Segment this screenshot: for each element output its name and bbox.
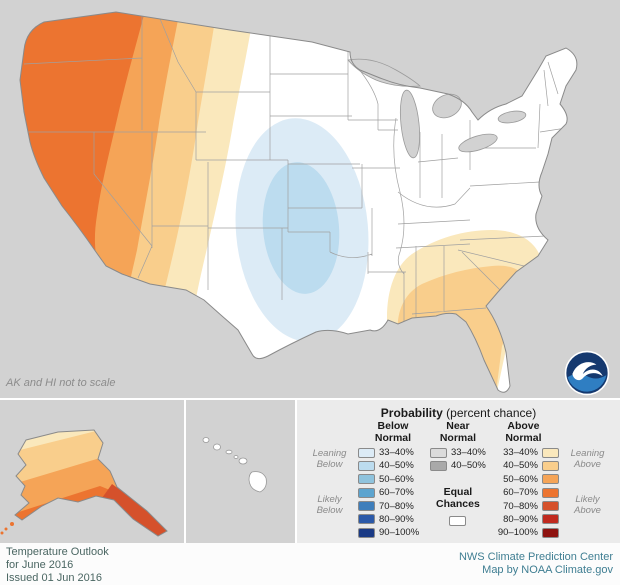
legend-near-column: Near Normal 33–40% 40–50% Equal Chances	[429, 420, 486, 541]
legend-title-bold: Probability	[380, 406, 443, 420]
legend-swatch	[358, 460, 375, 471]
legend-swatch-label: 90–100%	[497, 527, 538, 539]
legend-swatch	[358, 514, 375, 525]
noaa-logo-svg	[564, 350, 610, 396]
lake-erie	[458, 133, 498, 153]
legend-swatch	[358, 487, 375, 498]
legend-body: Below Normal Leaning Below Likely Below …	[305, 420, 612, 541]
state-borders	[23, 13, 567, 322]
equal-chances-swatch	[449, 515, 467, 526]
legend-row: 40–50%	[358, 460, 428, 471]
legend-row: 80–90%	[358, 514, 428, 525]
near-swatch-rows: 33–40% 40–50%	[429, 447, 486, 474]
legend-row: 50–60%	[488, 474, 559, 485]
legend-swatch	[429, 460, 447, 471]
credit-line: NWS Climate Prediction Center	[458, 551, 613, 563]
legend-row: 33–40%	[358, 447, 428, 458]
map-issued-line: Issued 01 Jun 2016	[6, 572, 103, 584]
alaska-inset	[0, 400, 184, 543]
noaa-logo-gull-icon	[572, 362, 603, 381]
legend-row: 90–100%	[358, 527, 428, 538]
legend-panel: Probability (percent chance) Below Norma…	[297, 400, 620, 543]
legend-row: 40–50%	[488, 460, 559, 471]
conus-map-area: AK and HI not to scale	[0, 0, 620, 398]
legend-swatch	[542, 501, 559, 512]
bottom-row: Probability (percent chance) Below Norma…	[0, 400, 620, 543]
noaa-logo	[564, 350, 610, 396]
legend-swatch-label: 33–40%	[450, 447, 486, 458]
aleutian-islands	[0, 522, 14, 535]
below-normal-header: Below Normal	[374, 420, 412, 444]
near-normal-header: Near Normal	[439, 420, 477, 444]
lake-michigan	[399, 89, 421, 159]
credit-block: NWS Climate Prediction Center Map by NOA…	[459, 551, 613, 577]
legend-swatch-label: 50–60%	[503, 473, 538, 485]
legend-swatch-label: 90–100%	[379, 527, 420, 539]
credit-line: Map by NOAA Climate.gov	[482, 564, 613, 576]
legend-swatch	[429, 447, 447, 458]
scale-note: AK and HI not to scale	[6, 377, 116, 389]
hawaiian-islands	[202, 437, 267, 493]
above-normal-header: Above Normal	[505, 420, 542, 444]
lake-ontario	[497, 110, 527, 124]
legend-title: Probability (percent chance)	[305, 406, 612, 420]
above-side-labels: Leaning Above Likely Above	[564, 447, 611, 541]
legend-swatch-label: 40–50%	[379, 460, 414, 472]
legend-swatch-label: 70–80%	[379, 500, 414, 512]
below-swatch-rows: 33–40% 40–50% 50–60% 60–70% 70–80% 80–90…	[358, 447, 428, 541]
legend-swatch	[358, 501, 375, 512]
leaning-below-label: Leaning Below	[312, 448, 347, 470]
likely-above-label: Likely Above	[574, 494, 601, 516]
legend-row: 40–50%	[429, 460, 486, 472]
legend-swatch-label: 60–70%	[503, 487, 538, 499]
lake-superior	[347, 58, 421, 87]
legend-swatch-label: 33–40%	[503, 447, 538, 458]
legend-title-rest: (percent chance)	[442, 406, 537, 420]
legend-swatch-label: 40–50%	[450, 460, 486, 472]
legend-above-column: Above Normal 33–40% 40–50% 50–60% 60–70%…	[488, 420, 611, 541]
conus-map-svg	[19, 11, 578, 393]
alaska-above-70-80-panhandle	[102, 484, 167, 536]
likely-below-label: Likely Below	[316, 494, 343, 516]
map-title-line: for June 2016	[6, 559, 74, 571]
legend-swatch-label: 60–70%	[379, 487, 414, 499]
legend-row: 33–40%	[488, 447, 559, 458]
legend-row: 33–40%	[429, 447, 486, 458]
legend-row: 70–80%	[488, 501, 559, 512]
legend-swatch-label: 80–90%	[379, 513, 414, 525]
legend-swatch	[542, 474, 559, 485]
legend-swatch	[542, 447, 559, 458]
equal-chances-label: Equal Chances	[436, 485, 480, 510]
hawaii-inset-svg	[202, 437, 267, 493]
footer: Temperature Outlook for June 2016 Issued…	[0, 543, 620, 585]
legend-swatch-label: 50–60%	[379, 473, 414, 485]
legend-row: 70–80%	[358, 501, 428, 512]
legend-swatch	[358, 447, 375, 458]
leaning-above-label: Leaning Above	[570, 448, 605, 470]
legend-row: 60–70%	[358, 487, 428, 498]
legend-below-column: Below Normal Leaning Below Likely Below …	[306, 420, 428, 541]
hawaii-inset	[186, 400, 295, 543]
below-side-labels: Leaning Below Likely Below	[306, 447, 353, 541]
legend-row: 80–90%	[488, 514, 559, 525]
legend-swatch-label: 70–80%	[503, 500, 538, 512]
legend-swatch	[358, 474, 375, 485]
legend-row: 60–70%	[488, 487, 559, 498]
legend-swatch	[542, 487, 559, 498]
legend-swatch	[542, 460, 559, 471]
map-title-line: Temperature Outlook	[6, 546, 109, 558]
map-title-block: Temperature Outlook for June 2016 Issued…	[6, 546, 109, 585]
legend-row: 90–100%	[488, 527, 559, 538]
legend-swatch-label: 80–90%	[503, 513, 538, 525]
legend-swatch-label: 33–40%	[379, 447, 414, 458]
legend-row: 50–60%	[358, 474, 428, 485]
legend-swatch-label: 40–50%	[503, 460, 538, 472]
alaska-inset-svg	[0, 429, 168, 537]
above-swatch-rows: 33–40% 40–50% 50–60% 60–70% 70–80% 80–90…	[488, 447, 559, 541]
legend-swatch	[542, 527, 559, 538]
great-lakes	[347, 58, 527, 159]
legend-swatch	[542, 514, 559, 525]
legend-swatch	[358, 527, 375, 538]
